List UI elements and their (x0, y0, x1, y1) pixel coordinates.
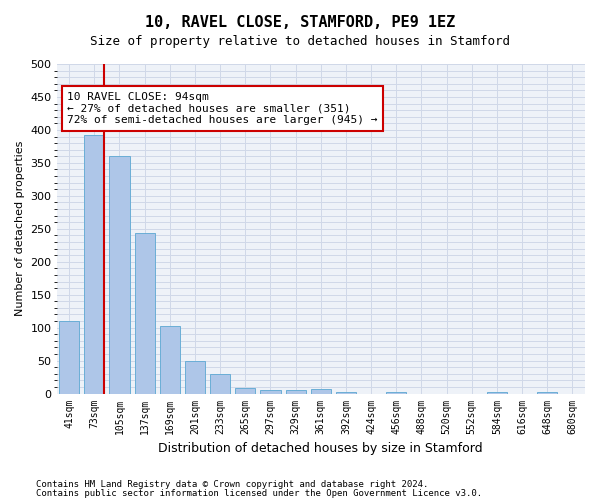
Bar (235, 388, 256, 394)
Text: Contains HM Land Registry data © Crown copyright and database right 2024.: Contains HM Land Registry data © Crown c… (36, 480, 428, 489)
Bar (160, 326, 180, 394)
Bar (286, 390, 305, 394)
Bar (260, 390, 281, 394)
Text: 10, RAVEL CLOSE, STAMFORD, PE9 1EZ: 10, RAVEL CLOSE, STAMFORD, PE9 1EZ (145, 15, 455, 30)
Bar (84, 134, 104, 394)
X-axis label: Distribution of detached houses by size in Stamford: Distribution of detached houses by size … (158, 442, 483, 455)
Text: Contains public sector information licensed under the Open Government Licence v3: Contains public sector information licen… (36, 488, 482, 498)
Y-axis label: Number of detached properties: Number of detached properties (15, 141, 25, 316)
Bar (487, 392, 507, 394)
Bar (210, 374, 230, 394)
Bar (311, 389, 331, 394)
Text: 10 RAVEL CLOSE: 94sqm
← 27% of detached houses are smaller (351)
72% of semi-det: 10 RAVEL CLOSE: 94sqm ← 27% of detached … (67, 92, 377, 125)
Bar (336, 392, 356, 394)
Bar (386, 392, 406, 394)
Text: Size of property relative to detached houses in Stamford: Size of property relative to detached ho… (90, 35, 510, 48)
Bar (59, 321, 79, 394)
Bar (537, 392, 557, 394)
Bar (185, 360, 205, 394)
Bar (109, 156, 130, 394)
Bar (134, 234, 155, 394)
